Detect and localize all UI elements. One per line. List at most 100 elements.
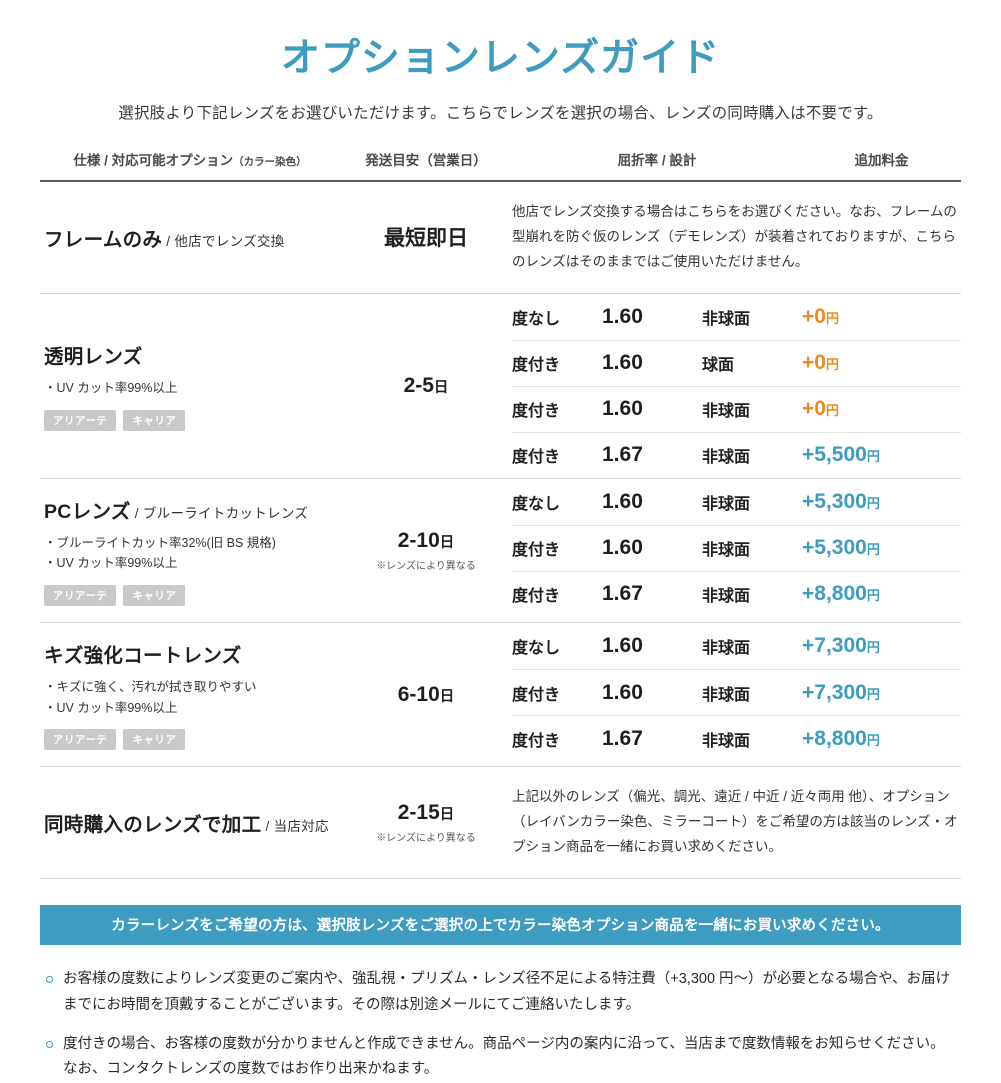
spec-design: 非球面 [702,640,751,658]
shipping-unit: 日 [439,807,455,824]
tag-carrier: キャリア [123,729,186,751]
spec-design: 球面 [702,357,735,375]
column-header-shipping: 発送目安（営業日） [365,152,487,168]
row-detail-cell: 度なし 1.60 非球面 +0円 度付き 1.60 球面 +0円 度付き 1.6… [512,294,961,478]
spec-index: 1.60 [602,397,643,421]
tag-carrier: キャリア [123,585,186,607]
row-description: 上記以外のレンズ（偏光、調光、遠近 / 中近 / 近々両用 他）、オプション（レ… [512,789,958,855]
feature-list: ・キズに強く、汚れが拭き取りやすい ・UV カット率99%以上 [44,677,334,718]
feature-item: ・UV カット率99%以上 [44,556,178,571]
row-divider [40,766,961,768]
shipping-estimate: 2-10日 [398,529,455,553]
row-shipping-cell: 2-10日 ※レンズにより異なる [340,479,512,622]
spec-design: 非球面 [702,686,751,704]
list-item: お客様の度数によりレンズ変更のご案内や、強乱視・プリズム・レンズ径不足による特注… [46,967,957,1018]
spec-index: 1.60 [602,489,643,513]
row-detail-cell: 度なし 1.60 非球面 +5,300円 度付き 1.60 非球面 +5,300… [512,479,961,622]
spec-degree: 度なし [512,495,561,513]
spec-degree: 度付き [512,403,561,421]
table-row: キズ強化コートレンズ ・キズに強く、汚れが拭き取りやすい ・UV カット率99%… [40,623,961,766]
spec-row: 度なし 1.60 非球面 +5,300円 [512,479,961,525]
shipping-note: ※レンズにより異なる [376,833,476,845]
spec-degree: 度付き [512,732,561,750]
spec-row: 度なし 1.60 非球面 +7,300円 [512,623,961,669]
spec-row: 度付き 1.60 非球面 +5,300円 [512,524,961,571]
product-name-main: フレームのみ [44,228,163,251]
row-divider [40,622,961,624]
spec-index: 1.67 [602,726,643,750]
shipping-estimate: 最短即日 [384,222,468,252]
feature-item: ・ブルーライトカット率32%(旧 BS 規格) [44,535,276,550]
spec-price: +0円 [802,397,839,421]
spec-degree: 度付き [512,449,561,467]
shipping-value: 最短即日 [384,227,468,251]
shipping-value: 6-10 [397,682,440,706]
lens-table: 仕様 / 対応可能オプション（カラー染色） 発送目安（営業日） 屈折率 / 設計… [40,149,961,880]
spec-index: 1.60 [602,536,643,560]
note-text: 度付きの場合、お客様の度数が分かりませんと作成できません。商品ページ内の案内に沿… [63,1035,945,1078]
spec-degree: 度付き [512,588,561,606]
color-lens-banner: カラーレンズをご希望の方は、選択肢レンズをご選択の上でカラー染色オプション商品を… [40,905,961,946]
spec-index: 1.60 [602,304,643,328]
spec-row: 度付き 1.60 球面 +0円 [512,339,961,386]
table-row: PCレンズ / ブルーライトカットレンズ ・ブルーライトカット率32%(旧 BS… [40,479,961,622]
spec-design: 非球面 [702,542,751,560]
spec-price: +7,300円 [802,680,880,704]
shipping-estimate: 2-15日 [398,801,455,825]
spec-index: 1.60 [602,351,643,375]
feature-item: ・UV カット率99%以上 [44,381,178,396]
shipping-estimate: 2-5日 [404,374,449,398]
product-name-sub: / ブルーライトカットレンズ [130,505,309,521]
product-name-main: キズ強化コートレンズ [44,645,242,668]
spec-degree: 度付き [512,357,561,375]
spec-price: +8,800円 [802,582,880,606]
feature-list: ・ブルーライトカット率32%(旧 BS 規格) ・UV カット率99%以上 [44,533,334,574]
spec-design: 非球面 [702,449,751,467]
spec-index: 1.67 [602,443,643,467]
feature-item: ・キズに強く、汚れが拭き取りやすい [44,680,257,695]
shipping-estimate: 6-10日 [398,683,455,707]
row-shipping-cell: 最短即日 [340,182,512,293]
tag-ariate: アリアーテ [44,410,117,432]
page-title: オプションレンズガイド [280,37,721,80]
column-header-spec-main: 仕様 / 対応可能オプション [73,152,234,168]
table-top-rule [40,179,961,182]
column-header-price: 追加料金 [854,152,909,168]
spec-degree: 度付き [512,542,561,560]
table-row: 透明レンズ ・UV カット率99%以上 アリアーテ キャリア 2-5日 度なし [40,294,961,478]
option-tags: アリアーテ キャリア [44,729,334,751]
table-column-headers: 仕様 / 対応可能オプション（カラー染色） 発送目安（営業日） 屈折率 / 設計… [40,149,961,180]
spec-price: +0円 [802,351,839,375]
spec-design: 非球面 [702,310,751,328]
row-detail-cell: 他店でレンズ交換する場合はこちらをお選びください。なお、フレームの型崩れを防ぐ仮… [512,182,961,293]
spec-price: +5,300円 [802,489,880,513]
row-shipping-cell: 2-5日 [340,294,512,478]
shipping-value: 2-10 [397,528,440,552]
spec-price: +7,300円 [802,634,880,658]
notes-list: お客様の度数によりレンズ変更のご案内や、強乱視・プリズム・レンズ径不足による特注… [46,967,957,1083]
row-spec-cell: キズ強化コートレンズ ・キズに強く、汚れが拭き取りやすい ・UV カット率99%… [40,623,340,766]
product-name-main: 同時購入のレンズで加工 [44,814,262,837]
product-name: キズ強化コートレンズ [44,639,334,668]
option-tags: アリアーテ キャリア [44,585,334,607]
spec-row: 度付き 1.60 非球面 +7,300円 [512,669,961,715]
column-header-spec: 仕様 / 対応可能オプション（カラー染色） [40,149,340,169]
spec-index: 1.67 [602,582,643,606]
option-tags: アリアーテ キャリア [44,410,334,432]
spec-row: 度付き 1.67 非球面 +8,800円 [512,715,961,761]
spec-design: 非球面 [702,403,751,421]
spec-price: +5,500円 [802,443,880,467]
spec-design: 非球面 [702,732,751,750]
page-subtitle: 選択肢より下記レンズをお選びいただけます。こちらでレンズを選択の場合、レンズの同… [118,104,883,122]
shipping-value: 2-15 [397,801,440,825]
column-header-spec-small: （カラー染色） [233,155,307,168]
note-text: お客様の度数によりレンズ変更のご案内や、強乱視・プリズム・レンズ径不足による特注… [63,971,951,1013]
list-item: 度付きの場合、お客様の度数が分かりませんと作成できません。商品ページ内の案内に沿… [46,1032,957,1083]
product-name: PCレンズ / ブルーライトカットレンズ [44,495,334,524]
spec-row: 度なし 1.60 非球面 +0円 [512,294,961,340]
spec-degree: 度付き [512,686,561,704]
tag-carrier: キャリア [123,410,186,432]
shipping-unit: 日 [433,379,449,396]
circle-bullet-icon [46,1040,53,1048]
spec-design: 非球面 [702,495,751,513]
